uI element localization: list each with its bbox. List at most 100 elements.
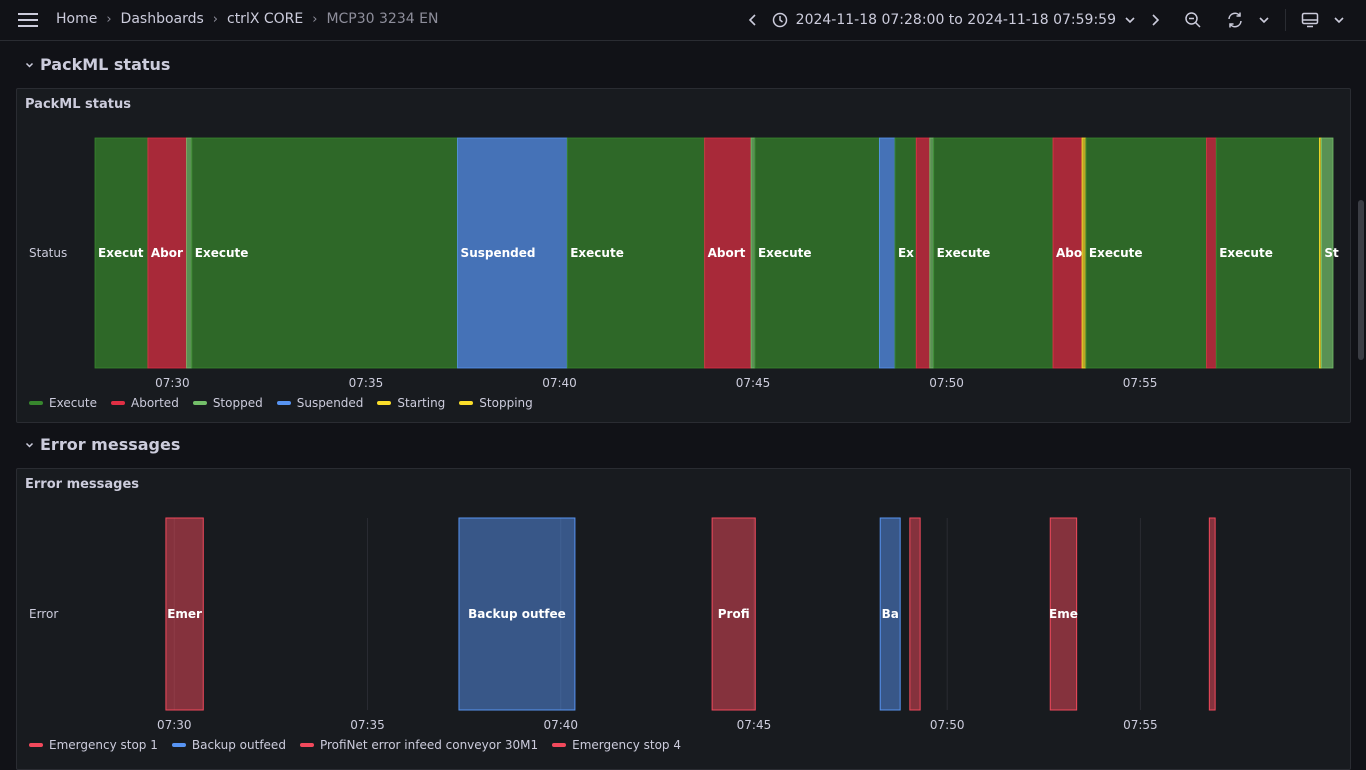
legend-swatch <box>459 401 474 405</box>
zoom-out-button[interactable] <box>1177 11 1209 29</box>
legend-swatch <box>377 401 392 405</box>
segment-label: Profi <box>718 607 750 621</box>
chevron-right-icon: › <box>212 11 218 27</box>
state-segment-aborted[interactable] <box>704 137 752 369</box>
legend-label: Emergency stop 1 <box>49 738 158 752</box>
legend-item-emergency-stop-1[interactable]: Emergency stop 1 <box>29 738 158 752</box>
legend-label: Execute <box>49 396 97 410</box>
legend-item-backup-outfeed[interactable]: Backup outfeed <box>171 738 286 752</box>
state-segment-aborted[interactable] <box>1206 137 1217 369</box>
view-mode-button[interactable] <box>1294 12 1326 28</box>
state-segment-emergency-stop-1[interactable] <box>1049 517 1078 711</box>
time-shift-back-button[interactable] <box>741 13 765 27</box>
x-tick-label: 07:45 <box>736 376 771 390</box>
state-segment-suspended[interactable] <box>879 137 896 369</box>
error-messages-panel: Error messages Error Emer Backup outfee Pro… <box>16 468 1351 770</box>
row-title: Error messages <box>40 435 181 454</box>
legend-swatch <box>171 743 186 747</box>
time-range-text: 2024-11-18 07:28:00 to 2024-11-18 07:59:… <box>795 12 1116 28</box>
state-segment-execute[interactable] <box>1215 137 1320 369</box>
x-tick-label: 07:50 <box>929 376 964 390</box>
chevron-left-icon <box>748 14 756 26</box>
state-segment-starting[interactable] <box>1081 137 1087 369</box>
state-segment-backup-outfeed[interactable] <box>458 517 576 711</box>
state-segment-execute[interactable] <box>933 137 1054 369</box>
state-segment-emergency-stop-4[interactable] <box>1208 517 1216 711</box>
state-segment-aborted[interactable] <box>1052 137 1083 369</box>
state-segment-emergency-stop-1[interactable] <box>165 517 204 711</box>
chevron-down-icon <box>1125 17 1135 24</box>
legend-swatch <box>192 401 207 405</box>
menu-icon[interactable] <box>14 10 42 30</box>
chevron-down-icon <box>1334 17 1344 24</box>
zoom-out-icon <box>1185 12 1201 28</box>
row-label: Status <box>29 246 67 260</box>
state-segment-backup-outfeed[interactable] <box>879 517 901 711</box>
row-title: PackML status <box>40 55 171 74</box>
segment-label: Abo <box>1056 246 1082 260</box>
panel-title[interactable]: PackML status <box>25 97 131 112</box>
state-segment-execute[interactable] <box>1085 137 1207 369</box>
segment-label: Abort <box>708 246 746 260</box>
state-segment-stopped[interactable] <box>750 137 756 369</box>
state-segment-suspended[interactable] <box>457 137 568 369</box>
state-segment-stopped[interactable] <box>186 137 193 369</box>
state-segment-aborted[interactable] <box>147 137 188 369</box>
segment-label: Execute <box>1089 246 1143 260</box>
legend-item-aborted[interactable]: Aborted <box>111 396 179 410</box>
panel-title[interactable]: Error messages <box>25 477 140 492</box>
refresh-button[interactable] <box>1219 11 1251 29</box>
row-header-packml[interactable]: PackML status <box>25 55 170 74</box>
state-segment-emergency-stop-4[interactable] <box>909 517 921 711</box>
view-mode-dropdown[interactable] <box>1326 15 1352 25</box>
legend-swatch <box>111 401 125 405</box>
state-segment-aborted[interactable] <box>915 137 931 369</box>
legend-swatch <box>29 401 43 405</box>
time-range-picker[interactable]: 2024-11-18 07:28:00 to 2024-11-18 07:59:… <box>765 12 1143 28</box>
state-segment-execute[interactable] <box>191 137 458 369</box>
row-header-errors[interactable]: Error messages <box>25 435 180 454</box>
legend-label: Backup outfeed <box>191 738 286 752</box>
toolbar: 2024-11-18 07:28:00 to 2024-11-18 07:59:… <box>741 8 1352 32</box>
segment-label: Backup outfee <box>468 607 566 621</box>
segment-label: Execute <box>195 246 249 260</box>
x-tick-label: 07:35 <box>350 718 385 732</box>
breadcrumb-home[interactable]: Home <box>56 11 98 27</box>
chevron-down-icon <box>1259 17 1269 24</box>
legend-item-starting[interactable]: Starting <box>377 396 445 410</box>
x-tick-label: 07:55 <box>1123 718 1158 732</box>
segment-label: Execut <box>98 246 144 260</box>
legend-item-profinet-error-infeed-conveyor-30m1[interactable]: ProfiNet error infeed conveyor 30M1 <box>299 738 538 752</box>
x-tick-label: 07:50 <box>930 718 965 732</box>
segment-label: Eme <box>1049 607 1078 621</box>
legend: Emergency stop 1 Backup outfeed ProfiNet e… <box>29 738 681 752</box>
x-tick-label: 07:40 <box>543 718 578 732</box>
tv-icon <box>1301 12 1319 28</box>
breadcrumb-folder[interactable]: ctrlX CORE <box>227 11 304 27</box>
state-segment-execute[interactable] <box>94 137 149 369</box>
breadcrumb-dashboards[interactable]: Dashboards <box>120 11 204 27</box>
state-segment-execute[interactable] <box>566 137 706 369</box>
legend-item-suspended[interactable]: Suspended <box>276 396 363 410</box>
scrollbar[interactable] <box>1358 200 1364 360</box>
refresh-interval-dropdown[interactable] <box>1251 15 1277 25</box>
legend-item-stopped[interactable]: Stopped <box>192 396 263 410</box>
time-shift-forward-button[interactable] <box>1143 13 1167 27</box>
legend-item-stopping[interactable]: Stopping <box>459 396 533 410</box>
segment-label: Suspended <box>461 246 536 260</box>
chevron-down-icon <box>25 62 34 68</box>
legend-label: Emergency stop 4 <box>572 738 681 752</box>
state-segment-stopped[interactable] <box>1320 137 1334 369</box>
state-segment-profinet-error-infeed-conveyor-30m1[interactable] <box>711 517 756 711</box>
packml-state-timeline: Status Execut Abor Execute Suspended Execute A… <box>29 137 1339 390</box>
x-tick-label: 07:55 <box>1123 376 1158 390</box>
state-segment-stopped[interactable] <box>929 137 935 369</box>
chevron-right-icon: › <box>106 11 112 27</box>
legend-swatch <box>552 743 567 747</box>
chevron-right-icon: › <box>312 11 318 27</box>
state-segment-execute[interactable] <box>754 137 880 369</box>
legend-item-emergency-stop-4[interactable]: Emergency stop 4 <box>552 738 681 752</box>
legend: Execute Aborted Stopped Suspended Starting St… <box>29 396 533 410</box>
legend-label: Stopped <box>212 396 263 410</box>
legend-item-execute[interactable]: Execute <box>29 396 97 410</box>
